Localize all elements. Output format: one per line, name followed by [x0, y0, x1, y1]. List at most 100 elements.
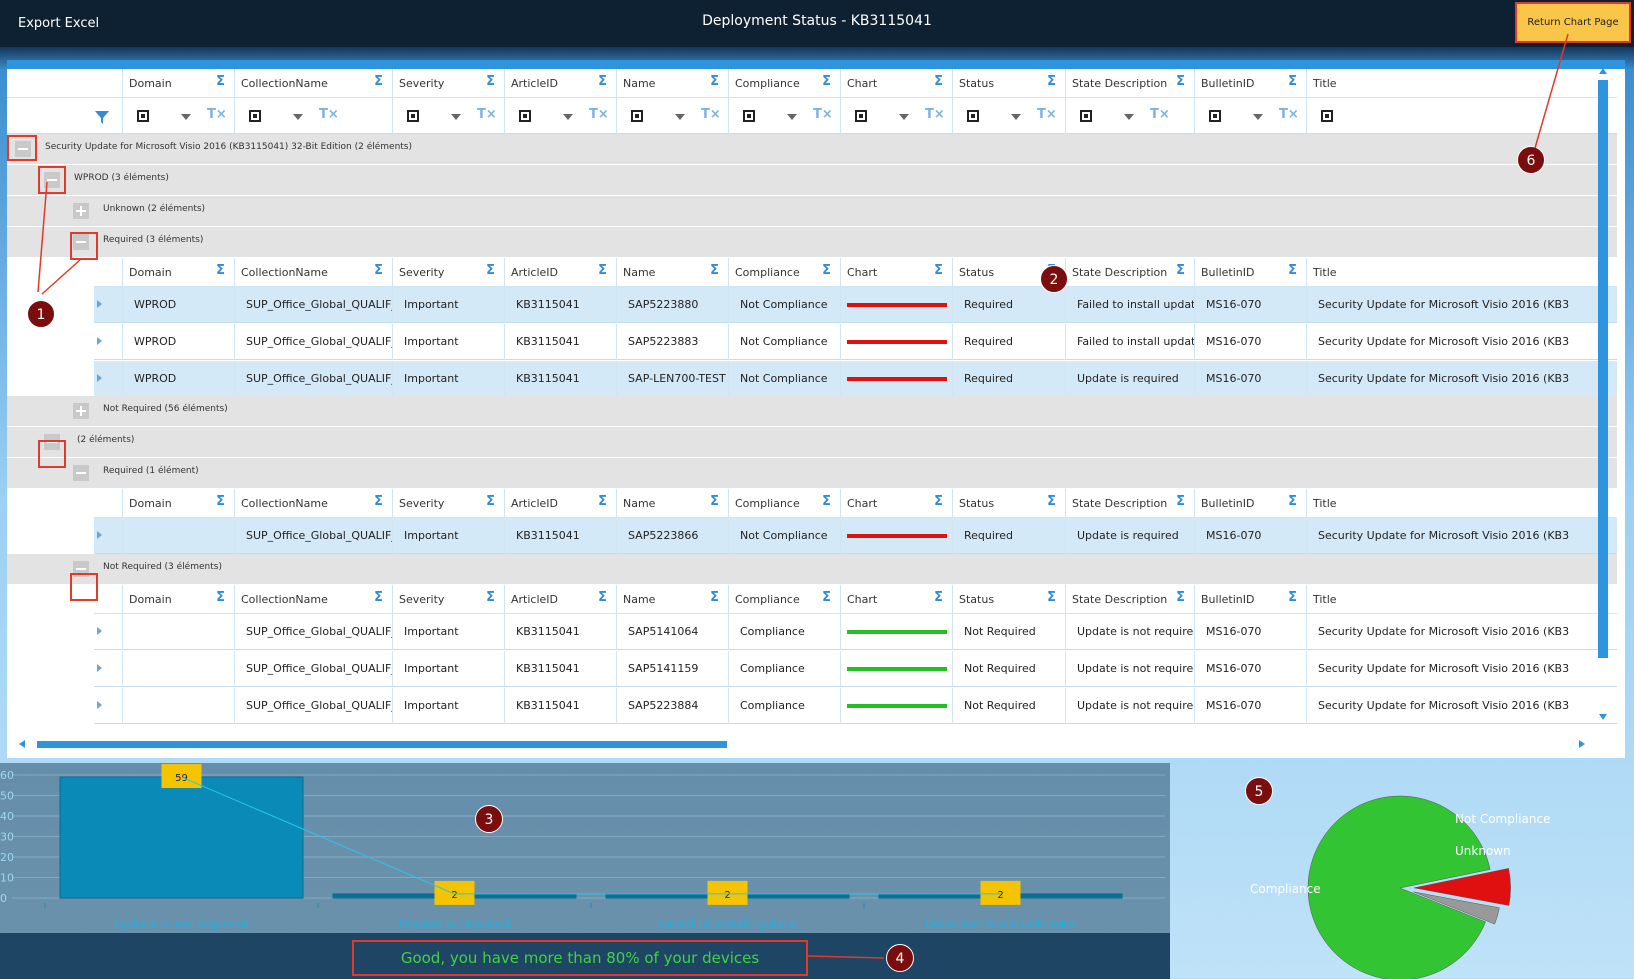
column-header-chart[interactable]: Chart Σ [840, 585, 952, 614]
column-header-articleid[interactable]: ArticleID Σ [504, 489, 616, 518]
filter-checkbox[interactable] [519, 110, 531, 122]
row-expand-icon[interactable] [97, 337, 102, 345]
export-excel-button[interactable]: Export Excel [18, 16, 100, 31]
table-row[interactable]: SUP_Office_Global_QUALIF_A Important KB311… [94, 651, 1617, 687]
column-header-bulletinid[interactable]: BulletinID Σ [1194, 489, 1306, 518]
sigma-icon[interactable]: Σ [598, 74, 607, 89]
column-header-bulletinid[interactable]: BulletinID Σ [1194, 69, 1306, 98]
sigma-icon[interactable]: Σ [710, 494, 719, 509]
filter-dropdown-icon[interactable] [1124, 114, 1134, 120]
scroll-up-icon[interactable] [1599, 68, 1607, 74]
column-header-chart[interactable]: Chart Σ [840, 258, 952, 287]
filter-checkbox[interactable] [1080, 110, 1092, 122]
sigma-icon[interactable]: Σ [374, 263, 383, 278]
collapse-icon[interactable] [73, 465, 89, 481]
sigma-icon[interactable]: Σ [934, 263, 943, 278]
column-header-compliance[interactable]: Compliance Σ [728, 258, 840, 287]
sigma-icon[interactable]: Σ [1176, 590, 1185, 605]
column-header-bulletinid[interactable]: BulletinID Σ [1194, 585, 1306, 614]
filter-funnel-icon[interactable] [95, 110, 109, 124]
sigma-icon[interactable]: Σ [1047, 74, 1056, 89]
sigma-icon[interactable]: Σ [934, 590, 943, 605]
column-header-title[interactable]: Title [1306, 585, 1606, 614]
sigma-icon[interactable]: Σ [822, 263, 831, 278]
collapse-icon[interactable] [44, 172, 60, 188]
filter-checkbox[interactable] [249, 110, 261, 122]
column-header-chart[interactable]: Chart Σ [840, 69, 952, 98]
sigma-icon[interactable]: Σ [1047, 494, 1056, 509]
sigma-icon[interactable]: Σ [710, 74, 719, 89]
clear-filter-icon[interactable]: T× [813, 107, 833, 122]
pie-slice-not-compliance[interactable] [1413, 868, 1511, 906]
sigma-icon[interactable]: Σ [486, 263, 495, 278]
filter-dropdown-icon[interactable] [451, 114, 461, 120]
filter-dropdown-icon[interactable] [293, 114, 303, 120]
column-header-severity[interactable]: Severity Σ [392, 258, 504, 287]
horizontal-scrollbar[interactable] [7, 738, 1587, 752]
filter-dropdown-icon[interactable] [899, 114, 909, 120]
sigma-icon[interactable]: Σ [1288, 74, 1297, 89]
scroll-left-icon[interactable] [19, 740, 25, 748]
clear-filter-icon[interactable]: T× [207, 107, 227, 122]
horizontal-scroll-thumb[interactable] [37, 741, 727, 748]
row-expand-icon[interactable] [97, 531, 102, 539]
filter-dropdown-icon[interactable] [787, 114, 797, 120]
column-header-compliance[interactable]: Compliance Σ [728, 489, 840, 518]
clear-filter-icon[interactable]: T× [1150, 107, 1170, 122]
clear-filter-icon[interactable]: T× [477, 107, 497, 122]
scroll-down-icon[interactable] [1599, 714, 1607, 720]
column-header-severity[interactable]: Severity Σ [392, 585, 504, 614]
collapse-icon[interactable] [15, 141, 31, 157]
sigma-icon[interactable]: Σ [216, 263, 225, 278]
column-header-collectionname[interactable]: CollectionName Σ [234, 258, 392, 287]
filter-dropdown-icon[interactable] [1253, 114, 1263, 120]
column-header-articleid[interactable]: ArticleID Σ [504, 585, 616, 614]
sigma-icon[interactable]: Σ [598, 494, 607, 509]
row-expand-icon[interactable] [97, 701, 102, 709]
column-header-status[interactable]: Status Σ [952, 585, 1065, 614]
filter-checkbox[interactable] [967, 110, 979, 122]
filter-dropdown-icon[interactable] [181, 114, 191, 120]
filter-dropdown-icon[interactable] [1011, 114, 1021, 120]
sigma-icon[interactable]: Σ [934, 494, 943, 509]
column-header-severity[interactable]: Severity Σ [392, 69, 504, 98]
sigma-icon[interactable]: Σ [374, 74, 383, 89]
pie-slice-compliance[interactable] [1307, 795, 1491, 979]
sigma-icon[interactable]: Σ [1176, 263, 1185, 278]
filter-dropdown-icon[interactable] [675, 114, 685, 120]
expand-icon[interactable] [73, 403, 89, 419]
clear-filter-icon[interactable]: T× [1037, 107, 1057, 122]
sigma-icon[interactable]: Σ [374, 494, 383, 509]
vertical-scroll-thumb[interactable] [1598, 80, 1608, 658]
return-chart-page-button[interactable]: Return Chart Page [1515, 2, 1631, 43]
filter-checkbox[interactable] [137, 110, 149, 122]
column-header-compliance[interactable]: Compliance Σ [728, 69, 840, 98]
sigma-icon[interactable]: Σ [822, 74, 831, 89]
column-header-status[interactable]: Status Σ [952, 489, 1065, 518]
sigma-icon[interactable]: Σ [486, 590, 495, 605]
column-header-domain[interactable]: Domain Σ [122, 69, 234, 98]
column-header-name[interactable]: Name Σ [616, 69, 728, 98]
sigma-icon[interactable]: Σ [598, 263, 607, 278]
sigma-icon[interactable]: Σ [822, 590, 831, 605]
column-header-domain[interactable]: Domain Σ [122, 489, 234, 518]
sigma-icon[interactable]: Σ [934, 74, 943, 89]
sigma-icon[interactable]: Σ [486, 74, 495, 89]
sigma-icon[interactable]: Σ [598, 590, 607, 605]
filter-dropdown-icon[interactable] [563, 114, 573, 120]
clear-filter-icon[interactable]: T× [701, 107, 721, 122]
column-header-domain[interactable]: Domain Σ [122, 585, 234, 614]
sigma-icon[interactable]: Σ [1176, 74, 1185, 89]
row-expand-icon[interactable] [97, 300, 102, 308]
filter-checkbox[interactable] [855, 110, 867, 122]
sigma-icon[interactable]: Σ [486, 494, 495, 509]
column-header-state-description[interactable]: State Description Σ [1065, 69, 1194, 98]
column-header-name[interactable]: Name Σ [616, 489, 728, 518]
column-header-title[interactable]: Title [1306, 69, 1606, 98]
column-header-collectionname[interactable]: CollectionName Σ [234, 489, 392, 518]
scroll-right-icon[interactable] [1579, 740, 1585, 748]
column-header-status[interactable]: Status Σ [952, 69, 1065, 98]
column-header-domain[interactable]: Domain Σ [122, 258, 234, 287]
sigma-icon[interactable]: Σ [710, 590, 719, 605]
row-expand-icon[interactable] [97, 374, 102, 382]
